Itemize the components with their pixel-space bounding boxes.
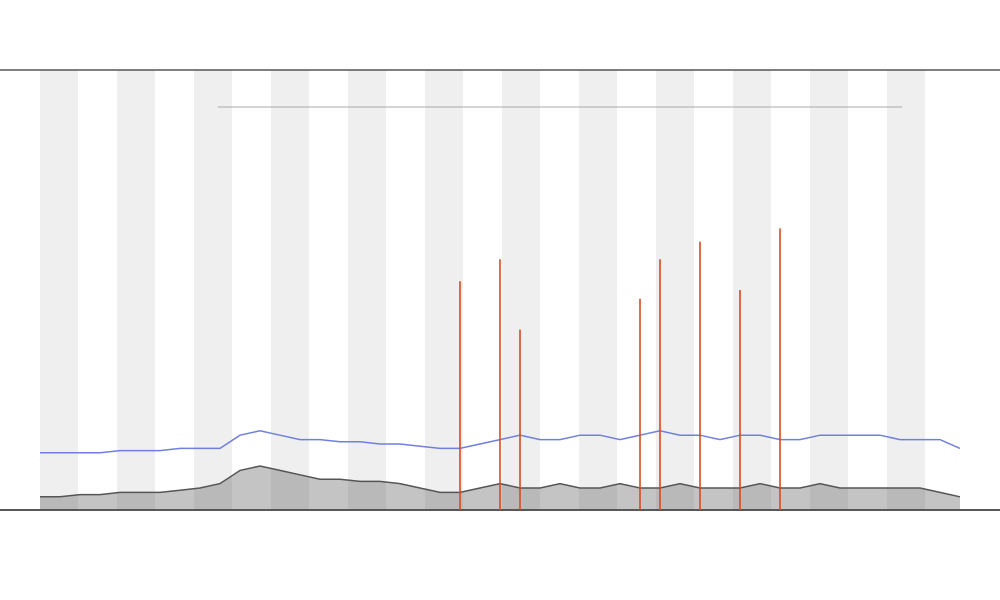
shade-band [887,70,925,510]
shade-band [271,70,309,510]
shade-band [579,70,617,510]
shade-band [733,70,771,510]
shade-band [425,70,463,510]
shade-band [40,70,78,510]
shade-band [810,70,848,510]
shade-band [194,70,232,510]
shade-band [117,70,155,510]
shade-band [656,70,694,510]
shade-band [348,70,386,510]
